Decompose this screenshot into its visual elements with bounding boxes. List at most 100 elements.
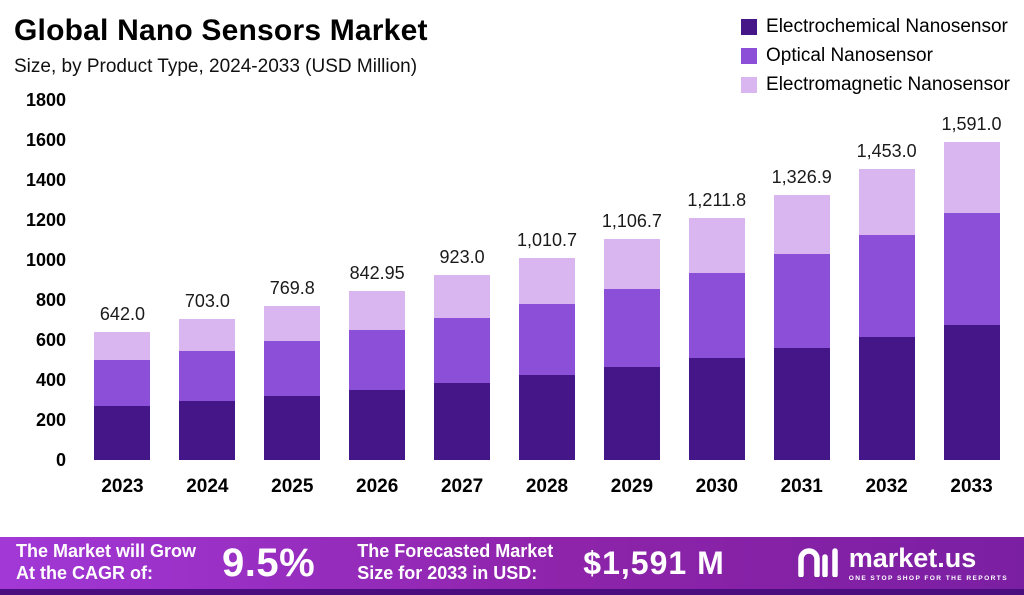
y-axis: 0 200 400 600 800 1000 1200 1400 1600 1800 <box>14 90 66 470</box>
bar-segment-electromagnetic-nanosensor <box>688 217 745 273</box>
bar-segment-electrochemical-nanosensor <box>773 348 830 460</box>
bar-stack <box>518 257 575 460</box>
x-axis-label-2024: 2024 <box>186 476 229 497</box>
page-title: Global Nano Sensors Market <box>14 14 428 47</box>
chart-area: 0 200 400 600 800 1000 1200 1400 1600 1800 642.0 7… <box>14 90 1014 498</box>
y-axis-label: 1200 <box>25 210 66 230</box>
legend-item-electrochemical-nanosensor: Electrochemical Nanosensor <box>741 16 1010 38</box>
bar-segment-optical-nanosensor <box>349 330 406 390</box>
y-axis-label: 0 <box>55 450 66 470</box>
cagr-value: 9.5% <box>222 540 316 585</box>
bar-stack <box>943 141 1000 460</box>
legend-swatch-optical-nanosensor <box>741 48 758 64</box>
bar-column-2025: 769.8 <box>250 100 335 460</box>
y-axis-label: 400 <box>35 370 66 390</box>
bar-segment-electromagnetic-nanosensor <box>518 257 575 304</box>
bar-total-label: 1,326.9 <box>771 166 832 187</box>
x-axis-label-2023: 2023 <box>101 476 144 497</box>
x-axis-label-2027: 2027 <box>440 476 484 497</box>
bar-column-2030: 1,211.8 <box>674 100 759 460</box>
x-axis-label-2032: 2032 <box>865 476 908 497</box>
bar-segment-optical-nanosensor <box>858 235 915 337</box>
bar-column-2026: 842.95 <box>335 100 420 460</box>
bar-segment-electromagnetic-nanosensor <box>773 194 830 254</box>
title-block: Global Nano Sensors Market Size, by Prod… <box>14 14 428 78</box>
bar-stack <box>434 275 491 460</box>
bar-total-label: 842.95 <box>349 263 405 284</box>
bar-segment-electromagnetic-nanosensor <box>349 291 406 330</box>
legend: Electrochemical Nanosensor Optical Nanose… <box>741 16 1010 96</box>
legend-swatch-electromagnetic-nanosensor <box>741 77 758 93</box>
bar-total-label: 642.0 <box>99 303 145 324</box>
brand-text-block: market.us ONE STOP SHOP FOR THE REPORTS <box>848 544 1008 582</box>
bar-stack <box>264 306 321 460</box>
bar-segment-optical-nanosensor <box>434 318 491 383</box>
bar-column-2033: 1,591.0 <box>929 100 1014 460</box>
page-subtitle: Size, by Product Type, 2024-2033 (USD Mi… <box>14 56 418 77</box>
footer-main: The Market will Grow At the CAGR of: 9.5… <box>0 537 1024 589</box>
bar-total-label: 1,106.7 <box>601 210 662 231</box>
bar-stack <box>688 217 745 460</box>
y-axis-label: 1400 <box>25 170 66 190</box>
bar-column-2024: 703.0 <box>165 100 250 460</box>
legend-item-electromagnetic-nanosensor: Electromagnetic Nanosensor <box>741 74 1010 96</box>
x-axis-label-2029: 2029 <box>610 476 654 497</box>
bar-stack <box>773 194 830 460</box>
bar-segment-electrochemical-nanosensor <box>264 396 321 460</box>
x-axis-label-2025: 2025 <box>271 476 314 497</box>
bar-segment-electrochemical-nanosensor <box>518 375 575 460</box>
legend-label: Optical Nanosensor <box>766 45 933 66</box>
plot-row: 0 200 400 600 800 1000 1200 1400 1600 1800 642.0 7… <box>14 90 1014 470</box>
x-axis: 2023 2024 2025 2026 2027 2028 2029 2030 2031 2032… <box>80 476 1014 498</box>
bar-stack <box>349 291 406 460</box>
bar-stack <box>858 169 915 460</box>
bar-segment-electromagnetic-nanosensor <box>434 275 491 318</box>
bar-segment-electromagnetic-nanosensor <box>603 238 660 289</box>
bar-segment-optical-nanosensor <box>773 254 830 348</box>
bar-segment-electrochemical-nanosensor <box>349 390 406 460</box>
x-axis-label-2028: 2028 <box>525 476 569 497</box>
bar-total-label: 923.0 <box>439 247 485 268</box>
bar-segment-electrochemical-nanosensor <box>179 401 236 460</box>
bar-column-2027: 923.0 <box>420 100 505 460</box>
plot-area: 642.0 703.0 769.8 842.95 923.0 1,010.7 1,106.7… <box>80 100 1014 460</box>
bar-segment-electrochemical-nanosensor <box>688 358 745 460</box>
y-axis-label: 600 <box>35 330 66 350</box>
x-axis-label-2033: 2033 <box>950 476 993 497</box>
bar-column-2029: 1,106.7 <box>589 100 674 460</box>
x-axis-label-2026: 2026 <box>356 476 399 497</box>
bar-total-label: 1,010.7 <box>516 229 578 250</box>
bar-segment-optical-nanosensor <box>179 351 236 401</box>
brand-tagline: ONE STOP SHOP FOR THE REPORTS <box>848 574 1008 582</box>
bar-segment-optical-nanosensor <box>603 289 660 367</box>
bar-segment-electrochemical-nanosensor <box>94 406 151 460</box>
bar-segment-electrochemical-nanosensor <box>434 383 491 460</box>
bar-total-label: 703.0 <box>184 291 230 312</box>
cagr-label: The Market will Grow At the CAGR of: <box>16 541 197 583</box>
bar-total-label: 769.8 <box>269 278 315 299</box>
footer-banner: The Market will Grow At the CAGR of: 9.5… <box>0 537 1024 595</box>
legend-item-optical-nanosensor: Optical Nanosensor <box>741 45 1010 67</box>
legend-label: Electrochemical Nanosensor <box>766 16 1008 37</box>
bar-segment-electromagnetic-nanosensor <box>179 319 236 351</box>
y-axis-label: 800 <box>35 290 66 310</box>
y-axis-label: 1600 <box>25 130 66 150</box>
y-axis-label: 1800 <box>25 90 66 110</box>
forecast-label: The Forecasted Market Size for 2033 in U… <box>357 541 554 583</box>
bar-column-2031: 1,326.9 <box>759 100 844 460</box>
brand-block: market.us ONE STOP SHOP FOR THE REPORTS <box>797 544 1008 582</box>
bar-column-2028: 1,010.7 <box>505 100 590 460</box>
bar-segment-optical-nanosensor <box>518 304 575 375</box>
bar-stack <box>94 331 151 460</box>
bar-segment-electrochemical-nanosensor <box>943 325 1000 460</box>
bar-segment-optical-nanosensor <box>688 273 745 358</box>
footer-strip <box>0 589 1024 595</box>
bar-segment-electromagnetic-nanosensor <box>858 169 915 235</box>
y-axis-label: 1000 <box>25 250 66 270</box>
bar-total-label: 1,453.0 <box>856 141 917 162</box>
bar-stack <box>179 319 236 460</box>
bar-segment-electromagnetic-nanosensor <box>94 331 151 360</box>
bar-segment-electrochemical-nanosensor <box>858 337 915 460</box>
bar-segment-optical-nanosensor <box>943 213 1000 325</box>
